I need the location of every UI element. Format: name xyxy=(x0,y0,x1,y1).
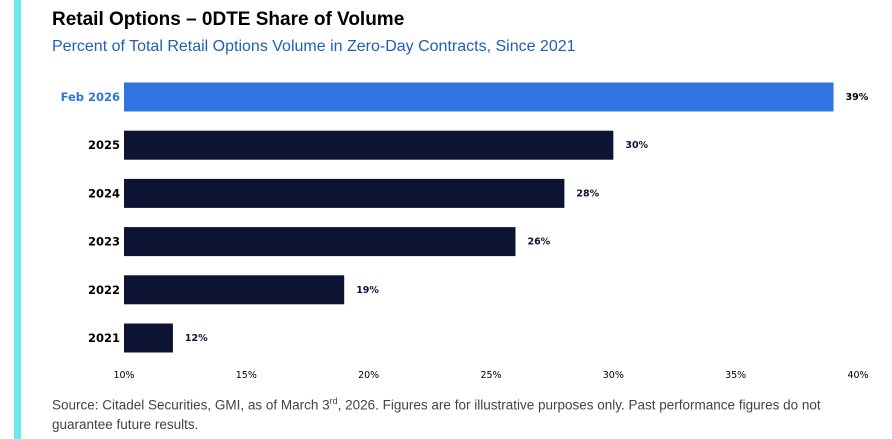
bar xyxy=(124,130,614,160)
category-label: 2023 xyxy=(88,235,120,249)
bar xyxy=(124,178,565,208)
x-tick-label: 25% xyxy=(480,370,501,381)
bar xyxy=(124,275,345,305)
category-label: Feb 2026 xyxy=(61,90,120,104)
category-label: 2025 xyxy=(88,138,120,152)
source-text-start: Source: Citadel Securities, GMI, as of M… xyxy=(52,397,330,413)
value-label: 26% xyxy=(527,237,550,248)
bar xyxy=(124,227,516,257)
chart-title: Retail Options – 0DTE Share of Volume xyxy=(52,9,405,30)
category-label: 2021 xyxy=(88,331,120,345)
x-tick-label: 40% xyxy=(847,370,868,381)
value-label: 30% xyxy=(625,140,648,151)
bar xyxy=(124,82,834,112)
value-label: 12% xyxy=(185,333,208,344)
x-tick-label: 30% xyxy=(603,370,624,381)
value-label: 39% xyxy=(846,92,869,103)
x-tick-label: 20% xyxy=(358,370,379,381)
x-tick-label: 10% xyxy=(113,370,134,381)
accent-bar xyxy=(14,0,21,439)
source-note: Source: Citadel Securities, GMI, as of M… xyxy=(52,392,872,434)
chart-subtitle: Percent of Total Retail Options Volume i… xyxy=(52,38,576,55)
category-label: 2022 xyxy=(88,283,120,297)
x-tick-label: 15% xyxy=(236,370,257,381)
value-label: 19% xyxy=(356,285,379,296)
bar xyxy=(124,323,173,353)
source-text-end: , 2026. Figures are for illustrative pur… xyxy=(52,397,821,432)
x-tick-label: 35% xyxy=(725,370,746,381)
value-label: 28% xyxy=(576,188,599,199)
category-label: 2024 xyxy=(88,186,120,200)
source-ordinal: rd xyxy=(329,396,338,406)
